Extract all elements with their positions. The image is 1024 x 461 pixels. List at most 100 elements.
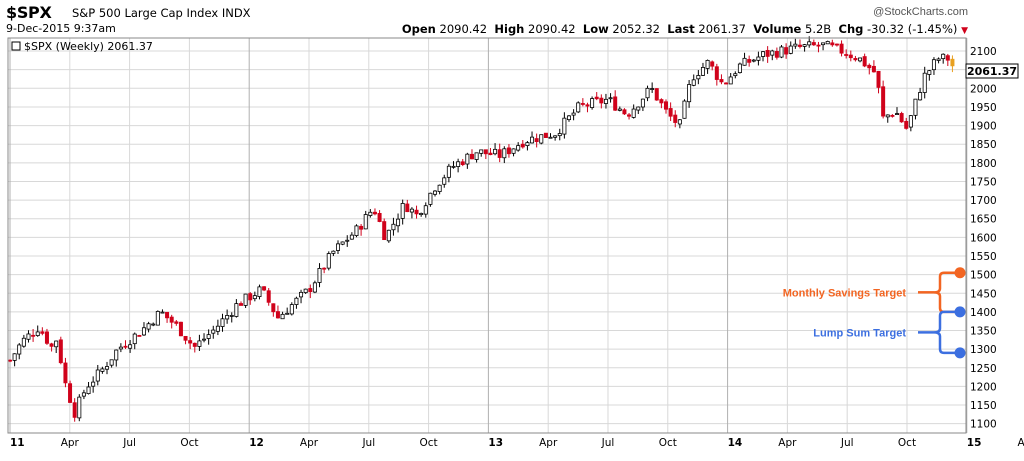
x-tick-label: Jul [601,437,615,449]
candle [566,115,571,122]
volume-value: 5.2B [805,22,832,36]
candle-body [188,340,193,344]
candle-body [423,205,428,215]
last-value-text: 2061.37 [967,65,1017,78]
candle [913,98,918,120]
brand-link[interactable]: @StockCharts.com [873,6,968,18]
candle [714,63,719,86]
candle-body [12,353,17,361]
candle-body [58,339,63,364]
candle [844,49,849,59]
candle-body [174,321,179,324]
candle [493,143,498,156]
candle [409,207,414,219]
candle [539,134,544,145]
candle [816,41,821,53]
candle [317,263,322,288]
candle-body [908,115,913,128]
candle [308,284,313,299]
candle-body [834,43,839,46]
quote-stats: Open 2090.42 High 2090.42 Low 2052.32 La… [402,22,968,36]
candle-body [91,381,96,387]
candle [511,148,516,157]
candle-body [391,223,396,231]
candle [931,57,936,75]
candle [178,321,183,337]
candle-body [858,57,863,62]
candle [419,212,424,217]
candle-body [867,64,872,69]
candle-body [40,331,45,334]
candle-body [178,321,183,337]
datetime: 9-Dec-2015 9:37am [6,22,116,35]
candle [677,119,682,129]
candle-body [664,101,669,110]
candle-body [266,290,271,303]
candle [340,241,345,246]
candle [238,301,243,306]
candle [848,50,853,62]
candle [169,314,174,329]
candle [654,88,659,101]
candle [724,82,729,85]
annotation-dot-top [954,306,966,318]
candle-body [437,184,442,192]
candle-body [844,54,849,56]
candle-body [446,165,451,178]
candle-body [622,109,627,115]
candle [174,320,179,326]
open-label: Open [401,22,436,36]
candle-body [225,315,230,320]
candle-body [368,211,373,216]
candle [645,85,650,102]
candle-body [534,138,539,143]
candle [442,174,447,188]
candle-body [308,288,313,293]
candle-body [105,366,110,370]
candle [853,55,858,62]
candle-body [294,297,299,305]
candle-body [433,190,438,195]
volume-label: Volume [753,22,802,36]
candle-body [668,108,673,117]
y-tick-label: 1650 [970,214,997,226]
target-annotation: Monthly Savings Target [783,267,966,314]
candle-body [756,56,761,61]
candle [825,40,830,45]
candle [811,39,816,46]
candle [372,208,377,216]
candle-body [714,66,719,80]
candle [21,334,26,348]
candle-body [317,268,322,283]
candle-body [566,115,571,121]
candle-body [899,113,904,123]
candle-body [853,58,858,61]
candle-body [548,136,553,139]
candle [128,340,133,353]
last-value: 2061.37 [698,22,746,36]
candle [631,104,636,119]
candle [456,158,461,173]
candle-body [100,368,105,372]
candle [488,148,493,156]
candle [557,128,562,141]
candle [155,310,160,326]
y-tick-label: 1950 [970,102,997,114]
y-tick-label: 1200 [970,381,997,393]
candle [141,322,146,336]
candle [211,325,216,339]
candle-body [44,331,49,344]
candle [719,74,724,85]
candle [483,149,488,160]
candle-body [742,57,747,66]
candle [765,46,770,63]
candle [516,142,521,152]
candle-body [631,108,636,118]
candle [377,210,382,223]
candle [617,106,622,112]
chart-header: $SPX S&P 500 Large Cap Index INDX @Stock… [0,0,1024,36]
candle-body [21,337,26,347]
candle [183,335,188,345]
candle-body [215,325,220,332]
candle-body [710,61,715,67]
